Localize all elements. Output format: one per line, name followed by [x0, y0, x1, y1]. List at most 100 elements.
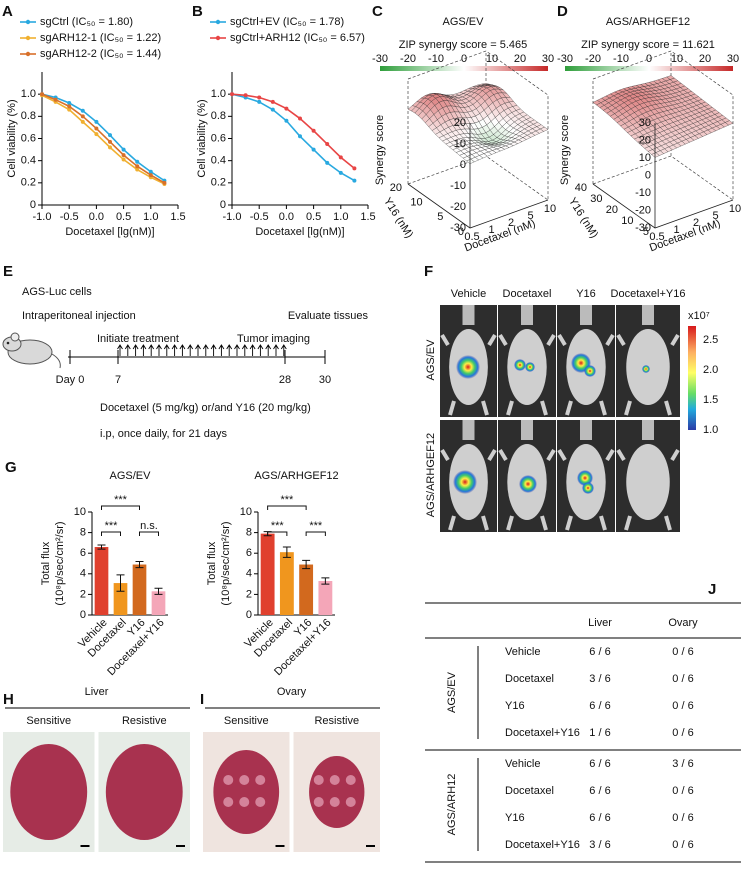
- table-cell: 0 / 6: [672, 785, 693, 797]
- legend-marker: [25, 19, 31, 25]
- dose-arrow: [210, 344, 217, 356]
- colorbar-label: 20: [699, 53, 711, 65]
- follicle: [255, 775, 266, 785]
- y-axis-label: (10⁸p/sec/cm²/sr): [220, 521, 232, 605]
- luminescence: [514, 359, 526, 371]
- bar: [318, 581, 333, 615]
- data-point: [135, 159, 140, 164]
- luminescence: [453, 470, 477, 494]
- timeline-text: i.p, once daily, for 21 days: [100, 428, 227, 440]
- luminescence: [577, 470, 593, 486]
- legend-marker: [215, 35, 221, 41]
- x-tick-label: 1: [488, 224, 494, 236]
- dose-arrow: [140, 344, 147, 356]
- colorbar: [565, 66, 733, 71]
- y-tick-label: 2: [246, 588, 252, 600]
- data-point: [162, 180, 167, 185]
- y-tick-label: 0: [80, 609, 86, 621]
- group-label: AGS/EV: [446, 671, 458, 713]
- z-tick-label: -30: [450, 222, 466, 234]
- data-point: [298, 116, 302, 121]
- significance-bracket: [139, 531, 159, 536]
- colorbar-label: 1.0: [703, 424, 718, 436]
- y-tick-label: 8: [246, 527, 252, 539]
- data-point: [67, 107, 72, 112]
- timeline-text: Tumor imaging: [237, 333, 310, 345]
- y-tick-label: 2: [80, 588, 86, 600]
- data-point: [270, 99, 275, 104]
- follicle: [239, 775, 250, 785]
- panel-label: D: [557, 3, 568, 20]
- data-point: [80, 119, 85, 124]
- dose-arrow: [273, 344, 279, 356]
- x-tick-label: 0.5: [306, 211, 321, 223]
- panel-label: A: [2, 3, 13, 20]
- x-tick-label: 2: [693, 217, 699, 229]
- colorbar-label: -20: [585, 53, 601, 65]
- y-tick-label: 1.0: [21, 88, 36, 100]
- row-label: Y16: [505, 812, 525, 824]
- table-cell: 6 / 6: [589, 646, 610, 658]
- data-point: [40, 92, 44, 97]
- data-point: [257, 95, 262, 100]
- row-label: Docetaxel+Y16: [505, 839, 580, 851]
- bar: [260, 533, 275, 615]
- y-axis-label: Total flux: [40, 541, 52, 585]
- surface-title: AGS/EV: [443, 16, 485, 28]
- colorbar-label: 0: [646, 53, 652, 65]
- colorbar-label: 0: [461, 53, 467, 65]
- significance-label: ***: [309, 520, 323, 532]
- luminescence: [456, 355, 480, 379]
- column-label: Sensitive: [224, 715, 269, 727]
- error-bar: [97, 544, 106, 550]
- y-tick-label: 10: [74, 506, 86, 518]
- x-tick-label: 0.0: [279, 211, 294, 223]
- timeline-text: Initiate treatment: [97, 333, 179, 345]
- group-label: AGS/ARH12: [446, 774, 458, 836]
- legend-marker: [25, 35, 31, 41]
- tissue-section: [105, 744, 183, 840]
- legend-label: sgARH12-1 (IC₅₀ = 1.22): [40, 32, 161, 44]
- significance-bracket: [101, 531, 121, 536]
- data-point: [80, 114, 85, 119]
- mouse-limbs: [557, 333, 615, 416]
- table-cell: 0 / 6: [672, 646, 693, 658]
- x-tick-label: -0.5: [250, 211, 269, 223]
- day-label: 30: [319, 374, 331, 386]
- dose-arrow: [148, 344, 155, 356]
- panel-label: I: [200, 691, 204, 708]
- x-tick-label: 1.5: [170, 211, 185, 223]
- colorbar-label: 20: [514, 53, 526, 65]
- data-point: [230, 92, 234, 97]
- z-axis-label: Synergy score: [374, 115, 386, 185]
- scale-bar: [80, 845, 90, 847]
- data-point: [108, 145, 112, 150]
- data-point: [148, 173, 153, 178]
- tissue-section: [213, 750, 280, 834]
- colorbar-label: -30: [557, 53, 573, 65]
- data-point: [67, 101, 72, 106]
- dose-arrow: [163, 344, 170, 356]
- mouse-body: [626, 444, 670, 520]
- colorbar-label: 30: [542, 53, 554, 65]
- y-tick-label: 0.8: [211, 110, 226, 122]
- scale-bar: [176, 845, 185, 847]
- x-tick-label: 0.5: [649, 231, 664, 243]
- y-tick-label: 0: [246, 609, 252, 621]
- z-tick-label: -10: [635, 187, 651, 199]
- significance-label: ***: [114, 494, 128, 506]
- data-point: [325, 160, 330, 165]
- y-tick-label: 5: [437, 211, 443, 223]
- y-tick-label: 10: [621, 215, 633, 227]
- follicle: [329, 797, 340, 807]
- colorbar-label: -10: [613, 53, 629, 65]
- data-point: [298, 134, 302, 139]
- significance-label: ***: [105, 520, 119, 532]
- colorbar-label: -30: [372, 53, 388, 65]
- data-point: [352, 178, 357, 183]
- table-cell: 6 / 6: [589, 812, 610, 824]
- colorbar-unit: x10⁷: [688, 310, 710, 322]
- y-tick-label: 0: [458, 226, 464, 238]
- scale-bar: [366, 845, 375, 847]
- y-tick-label: 10: [240, 506, 252, 518]
